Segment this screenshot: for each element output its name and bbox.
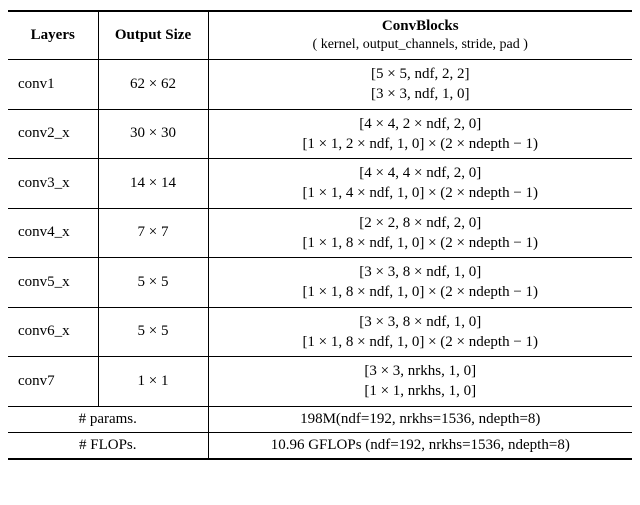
cell-blocks: [2 × 2, 8 × ndf, 2, 0] [1 × 1, 8 × ndf, … (208, 208, 632, 258)
block-line: [4 × 4, 4 × ndf, 2, 0] (215, 163, 627, 183)
block-line: [1 × 1, 8 × ndf, 1, 0] × (2 × ndepth − 1… (215, 282, 627, 302)
cell-layer: conv7 (8, 357, 98, 407)
table-row: conv5_x 5 × 5 [3 × 3, 8 × ndf, 1, 0] [1 … (8, 258, 632, 308)
block-line: [1 × 1, nrkhs, 1, 0] (215, 381, 627, 401)
header-layers: Layers (8, 11, 98, 60)
block-line: [2 × 2, 8 × ndf, 2, 0] (215, 213, 627, 233)
table-footer-row: # params. 198M(ndf=192, nrkhs=1536, ndep… (8, 406, 632, 432)
cell-output: 62 × 62 (98, 60, 208, 110)
cell-layer: conv3_x (8, 159, 98, 209)
table-header-row: Layers Output Size ConvBlocks ( kernel, … (8, 11, 632, 60)
cell-blocks: [5 × 5, ndf, 2, 2] [3 × 3, ndf, 1, 0] (208, 60, 632, 110)
cell-layer: conv4_x (8, 208, 98, 258)
cell-output: 1 × 1 (98, 357, 208, 407)
cell-output: 5 × 5 (98, 307, 208, 357)
block-line: [4 × 4, 2 × ndf, 2, 0] (215, 114, 627, 134)
header-convblocks-title: ConvBlocks (215, 16, 627, 36)
block-line: [5 × 5, ndf, 2, 2] (215, 64, 627, 84)
footer-flops-label: # FLOPs. (8, 432, 208, 459)
block-line: [1 × 1, 4 × ndf, 1, 0] × (2 × ndepth − 1… (215, 183, 627, 203)
table-row: conv4_x 7 × 7 [2 × 2, 8 × ndf, 2, 0] [1 … (8, 208, 632, 258)
cell-blocks: [3 × 3, 8 × ndf, 1, 0] [1 × 1, 8 × ndf, … (208, 307, 632, 357)
block-line: [3 × 3, ndf, 1, 0] (215, 84, 627, 104)
header-output-size: Output Size (98, 11, 208, 60)
cell-output: 30 × 30 (98, 109, 208, 159)
table-row: conv6_x 5 × 5 [3 × 3, 8 × ndf, 1, 0] [1 … (8, 307, 632, 357)
table-row: conv2_x 30 × 30 [4 × 4, 2 × ndf, 2, 0] [… (8, 109, 632, 159)
block-line: [3 × 3, 8 × ndf, 1, 0] (215, 312, 627, 332)
cell-output: 5 × 5 (98, 258, 208, 308)
cell-output: 14 × 14 (98, 159, 208, 209)
architecture-table: Layers Output Size ConvBlocks ( kernel, … (8, 10, 632, 460)
block-line: [1 × 1, 8 × ndf, 1, 0] × (2 × ndepth − 1… (215, 233, 627, 253)
cell-output: 7 × 7 (98, 208, 208, 258)
block-line: [1 × 1, 8 × ndf, 1, 0] × (2 × ndepth − 1… (215, 332, 627, 352)
cell-layer: conv2_x (8, 109, 98, 159)
table-row: conv7 1 × 1 [3 × 3, nrkhs, 1, 0] [1 × 1,… (8, 357, 632, 407)
cell-layer: conv6_x (8, 307, 98, 357)
header-convblocks-sub: ( kernel, output_channels, stride, pad ) (215, 36, 627, 55)
block-line: [1 × 1, 2 × ndf, 1, 0] × (2 × ndepth − 1… (215, 134, 627, 154)
cell-layer: conv1 (8, 60, 98, 110)
table-row: conv3_x 14 × 14 [4 × 4, 4 × ndf, 2, 0] [… (8, 159, 632, 209)
table-row: conv1 62 × 62 [5 × 5, ndf, 2, 2] [3 × 3,… (8, 60, 632, 110)
cell-blocks: [4 × 4, 2 × ndf, 2, 0] [1 × 1, 2 × ndf, … (208, 109, 632, 159)
footer-params-value: 198M(ndf=192, nrkhs=1536, ndepth=8) (208, 406, 632, 432)
table-footer-row: # FLOPs. 10.96 GFLOPs (ndf=192, nrkhs=15… (8, 432, 632, 459)
block-line: [3 × 3, 8 × ndf, 1, 0] (215, 262, 627, 282)
cell-layer: conv5_x (8, 258, 98, 308)
cell-blocks: [3 × 3, 8 × ndf, 1, 0] [1 × 1, 8 × ndf, … (208, 258, 632, 308)
header-convblocks: ConvBlocks ( kernel, output_channels, st… (208, 11, 632, 60)
cell-blocks: [4 × 4, 4 × ndf, 2, 0] [1 × 1, 4 × ndf, … (208, 159, 632, 209)
cell-blocks: [3 × 3, nrkhs, 1, 0] [1 × 1, nrkhs, 1, 0… (208, 357, 632, 407)
block-line: [3 × 3, nrkhs, 1, 0] (215, 361, 627, 381)
footer-flops-value: 10.96 GFLOPs (ndf=192, nrkhs=1536, ndept… (208, 432, 632, 459)
footer-params-label: # params. (8, 406, 208, 432)
